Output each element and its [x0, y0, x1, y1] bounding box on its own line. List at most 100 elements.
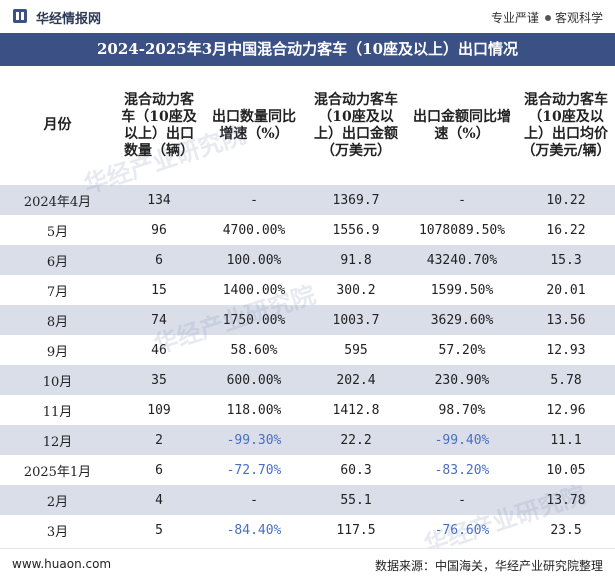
cell-qty-yoy: 118.00%: [203, 395, 305, 425]
cell-month: 10月: [0, 365, 115, 395]
website-link[interactable]: www.huaon.com: [12, 557, 112, 571]
export-data-table: 月份 混合动力客车（10座及以上）出口数量（辆） 出口数量同比增速（%） 混合动…: [0, 66, 615, 545]
cell-amount: 60.3: [305, 455, 407, 485]
cell-qty: 46: [115, 335, 203, 365]
cell-price: 15.3: [517, 245, 615, 275]
cell-month: 2025年1月: [0, 455, 115, 485]
cell-amount-yoy: -76.60%: [407, 515, 517, 545]
table-row: 8月 74 1750.00% 1003.7 3629.60% 13.56: [0, 305, 615, 335]
cell-month: 9月: [0, 335, 115, 365]
huajing-logo-icon: [13, 9, 27, 23]
table-row: 2月 4-55.1-13.78: [0, 485, 615, 515]
cell-qty-yoy: 600.00%: [203, 365, 305, 395]
brand-name: 华经情报网: [36, 12, 102, 27]
page-title: 2024-2025年3月中国混合动力客车（10座及以上）出口情况: [0, 33, 615, 66]
cell-month: 6月: [0, 245, 115, 275]
cell-price: 10.22: [517, 185, 615, 215]
cell-amount: 1003.7: [305, 305, 407, 335]
cell-qty: 109: [115, 395, 203, 425]
cell-price: 5.78: [517, 365, 615, 395]
top-bar: 华经情报网 专业严谨 客观科学: [0, 0, 615, 34]
cell-month: 12月: [0, 425, 115, 455]
cell-qty-yoy: 100.00%: [203, 245, 305, 275]
cell-qty-yoy: 58.60%: [203, 335, 305, 365]
cell-amount-yoy: 57.20%: [407, 335, 517, 365]
column-header-price: 混合动力客车（10座及以上）出口均价（万美元/辆）: [517, 66, 615, 185]
footer: www.huaon.com 数据来源：中国海关，华经产业研究院整理: [0, 548, 615, 581]
cell-qty-yoy: -84.40%: [203, 515, 305, 545]
cell-price: 13.56: [517, 305, 615, 335]
table-row: 10月 35 600.00% 202.4 230.90% 5.78: [0, 365, 615, 395]
cell-price: 11.1: [517, 425, 615, 455]
cell-price: 12.93: [517, 335, 615, 365]
cell-qty-yoy: 1400.00%: [203, 275, 305, 305]
cell-qty: 6: [115, 455, 203, 485]
table-row: 7月 15 1400.00% 300.2 1599.50% 20.01: [0, 275, 615, 305]
dot-separator-icon: [544, 15, 551, 21]
cell-amount: 1369.7: [305, 185, 407, 215]
cell-month: 3月: [0, 515, 115, 545]
cell-price: 13.78: [517, 485, 615, 515]
cell-amount-yoy: -: [407, 485, 517, 515]
cell-amount: 202.4: [305, 365, 407, 395]
cell-month: 8月: [0, 305, 115, 335]
cell-month: 5月: [0, 215, 115, 245]
cell-price: 16.22: [517, 215, 615, 245]
table-row: 3月 5 -84.40% 117.5 -76.60% 23.5: [0, 515, 615, 545]
cell-month: 2024年4月: [0, 185, 115, 215]
cell-qty: 96: [115, 215, 203, 245]
table-row: 11月 109 118.00% 1412.8 98.70% 12.96: [0, 395, 615, 425]
table-row: 2025年1月 6 -72.70% 60.3 -83.20% 10.05: [0, 455, 615, 485]
cell-qty: 4: [115, 485, 203, 515]
cell-price: 12.96: [517, 395, 615, 425]
table-header-row: 月份 混合动力客车（10座及以上）出口数量（辆） 出口数量同比增速（%） 混合动…: [0, 66, 615, 185]
cell-qty: 5: [115, 515, 203, 545]
table-row: 2024年4月 134-1369.7-10.22: [0, 185, 615, 215]
cell-qty: 74: [115, 305, 203, 335]
column-header-qty: 混合动力客车（10座及以上）出口数量（辆）: [115, 66, 203, 185]
cell-amount-yoy: 98.70%: [407, 395, 517, 425]
cell-month: 2月: [0, 485, 115, 515]
cell-price: 10.05: [517, 455, 615, 485]
cell-price: 23.5: [517, 515, 615, 545]
column-header-amount: 混合动力客车（10座及以上）出口金额（万美元）: [305, 66, 407, 185]
table-body: 2024年4月 134-1369.7-10.22 5月 96 4700.00% 1556.…: [0, 185, 615, 545]
cell-amount: 595: [305, 335, 407, 365]
cell-amount: 1556.9: [305, 215, 407, 245]
cell-qty: 6: [115, 245, 203, 275]
cell-qty: 134: [115, 185, 203, 215]
cell-qty-yoy: 4700.00%: [203, 215, 305, 245]
slogan: 专业严谨 客观科学: [491, 9, 603, 26]
cell-amount-yoy: 3629.60%: [407, 305, 517, 335]
cell-price: 20.01: [517, 275, 615, 305]
table-row: 6月 6 100.00% 91.8 43240.70% 15.3: [0, 245, 615, 275]
cell-qty-yoy: -: [203, 485, 305, 515]
cell-amount: 91.8: [305, 245, 407, 275]
column-header-qty-yoy: 出口数量同比增速（%）: [203, 66, 305, 185]
cell-qty: 2: [115, 425, 203, 455]
cell-month: 7月: [0, 275, 115, 305]
cell-amount: 55.1: [305, 485, 407, 515]
cell-qty-yoy: -: [203, 185, 305, 215]
cell-amount: 300.2: [305, 275, 407, 305]
cell-qty-yoy: -99.30%: [203, 425, 305, 455]
slogan-right: 客观科学: [554, 11, 603, 25]
slogan-left: 专业严谨: [490, 11, 539, 25]
cell-qty-yoy: -72.70%: [203, 455, 305, 485]
column-header-amount-yoy: 出口金额同比增速（%）: [407, 66, 517, 185]
table-row: 5月 96 4700.00% 1556.9 1078089.50% 16.22: [0, 215, 615, 245]
cell-amount: 22.2: [305, 425, 407, 455]
cell-month: 11月: [0, 395, 115, 425]
cell-amount-yoy: -: [407, 185, 517, 215]
column-header-month: 月份: [0, 66, 115, 185]
cell-qty-yoy: 1750.00%: [203, 305, 305, 335]
table-row: 12月 2 -99.30% 22.2 -99.40% 11.1: [0, 425, 615, 455]
cell-qty: 35: [115, 365, 203, 395]
cell-amount-yoy: -83.20%: [407, 455, 517, 485]
data-source: 数据来源：中国海关，华经产业研究院整理: [374, 559, 603, 573]
table-row: 9月 46 58.60% 595 57.20% 12.93: [0, 335, 615, 365]
cell-qty: 15: [115, 275, 203, 305]
cell-amount-yoy: 1599.50%: [407, 275, 517, 305]
cell-amount-yoy: -99.40%: [407, 425, 517, 455]
cell-amount: 1412.8: [305, 395, 407, 425]
